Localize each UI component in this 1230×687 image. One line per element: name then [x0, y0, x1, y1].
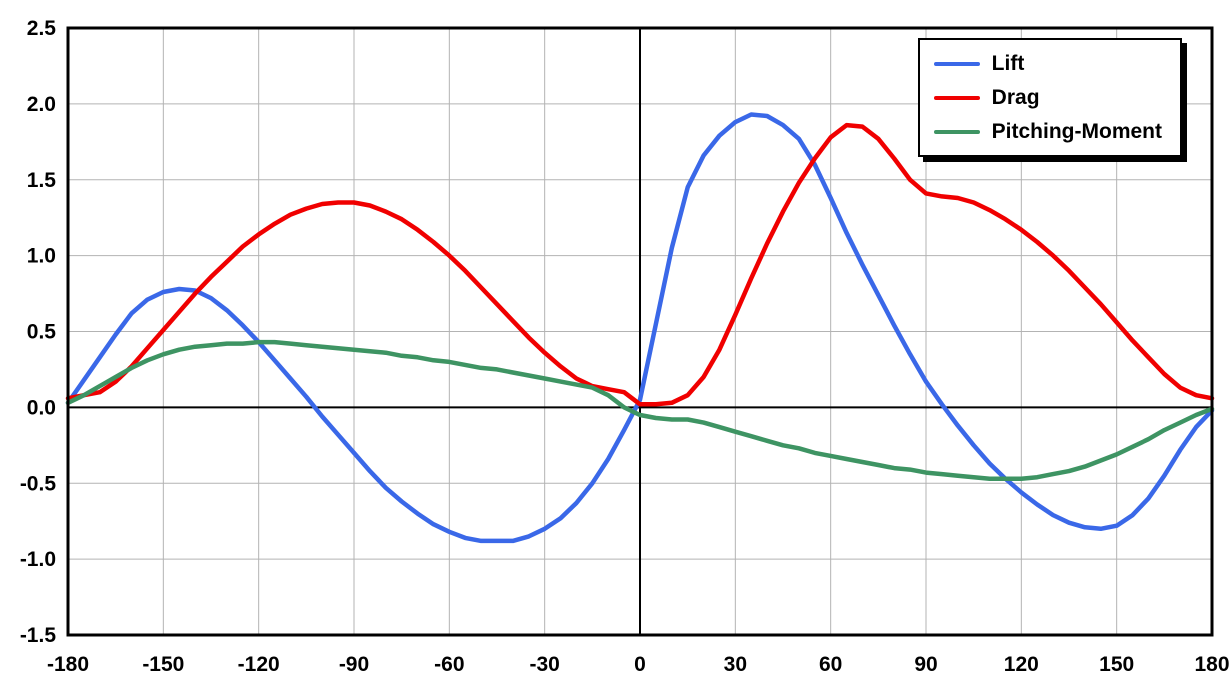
drag-line-swatch-icon	[933, 95, 980, 100]
y-tick-label: 0.5	[27, 321, 57, 344]
pitching-moment-line-swatch-icon	[933, 129, 980, 134]
x-tick-label: 0	[634, 653, 646, 676]
x-tick-label: 90	[914, 653, 937, 676]
x-tick-label: 30	[724, 653, 747, 676]
x-tick-label: -150	[142, 653, 184, 676]
y-tick-label: -1.0	[20, 548, 56, 571]
x-tick-label: -90	[339, 653, 369, 676]
y-tick-label: 2.0	[27, 93, 56, 116]
plot-border	[66, 26, 1214, 637]
y-tick-label: 0.0	[27, 396, 56, 419]
chart-legend: Lift Drag Pitching-Moment	[917, 38, 1182, 158]
series-line-pitching-moment	[65, 339, 1215, 481]
y-tick-label: -0.5	[20, 472, 57, 495]
x-tick-label: -60	[434, 653, 464, 676]
legend-item-drag: Drag	[933, 86, 1162, 110]
x-tick-label: -180	[47, 653, 89, 676]
x-tick-label: 60	[819, 653, 842, 676]
x-tick-label: 150	[1099, 653, 1134, 676]
series-line-drag	[65, 122, 1215, 407]
legend-label-pitching-moment: Pitching-Moment	[991, 120, 1162, 144]
y-tick-label: 1.5	[27, 169, 57, 192]
x-tick-label: -120	[238, 653, 280, 676]
y-tick-label: 2.5	[27, 17, 57, 40]
y-tick-label: 1.0	[27, 245, 56, 268]
legend-item-pitching-moment: Pitching-Moment	[933, 120, 1162, 144]
legend-label-lift: Lift	[991, 52, 1025, 75]
y-tick-label: -1.5	[20, 624, 57, 647]
x-tick-label: 180	[1194, 653, 1229, 676]
lift-line-swatch-icon	[933, 61, 980, 66]
x-tick-label: 120	[1004, 653, 1039, 676]
legend-item-lift: Lift	[933, 52, 1162, 75]
x-tick-label: -30	[529, 653, 559, 676]
legend-label-drag: Drag	[991, 86, 1040, 110]
